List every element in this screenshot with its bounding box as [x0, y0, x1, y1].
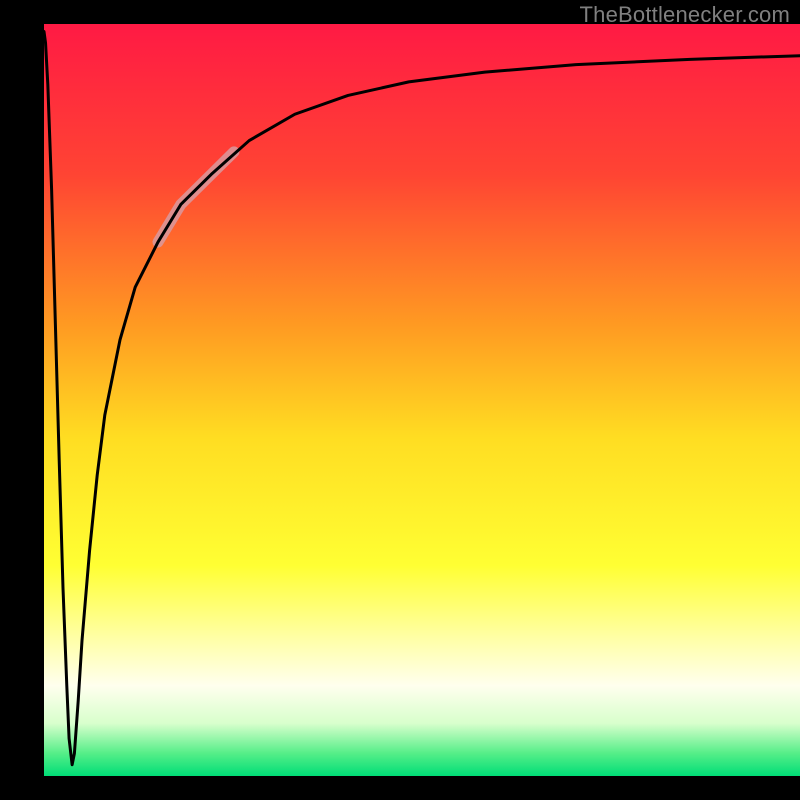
attribution-watermark: TheBottlenecker.com: [580, 2, 790, 28]
plot-area: [44, 24, 800, 776]
chart-curve-layer: [44, 24, 800, 776]
main-curve: [44, 32, 800, 765]
